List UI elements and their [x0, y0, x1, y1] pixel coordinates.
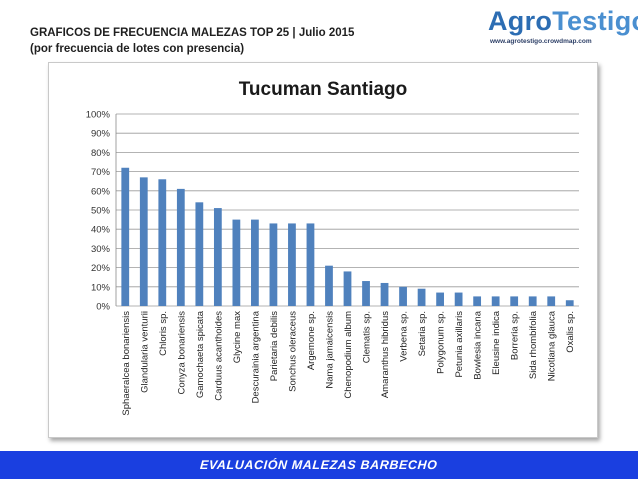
- x-tick-label: Clematis sp.: [362, 311, 373, 363]
- chart-panel: Tucuman Santiago 0% 10% 20% 30% 40% 50% 60% 70% 8…: [48, 62, 598, 438]
- bar: [251, 219, 259, 306]
- page-subtitle: (por frecuencia de lotes con presencia): [30, 43, 245, 55]
- logo-text-testigo: Testigo: [552, 6, 638, 36]
- footer-text: EVALUACIÓN MALEZAS BARBECHO: [199, 458, 439, 472]
- x-tick-label: Nicotiana glauca: [547, 310, 558, 381]
- bar: [436, 292, 444, 306]
- bar-chart: Tucuman Santiago 0% 10% 20% 30% 40% 50% 60% 70% 8…: [86, 79, 579, 416]
- bar: [269, 223, 278, 306]
- logo-text-agro: Agro: [488, 6, 553, 36]
- x-tick-label: Petunia axillaris: [454, 311, 465, 378]
- y-tick-label: 40%: [91, 225, 111, 236]
- y-tick-label: 30%: [91, 244, 111, 255]
- bar: [306, 223, 315, 306]
- x-tick-label: Glycine max: [232, 311, 243, 364]
- x-tick-label: Glandularia venturii: [139, 311, 150, 393]
- x-tick-label: Polygonum sp.: [436, 311, 447, 374]
- x-tick-label: Eleusine indica: [491, 310, 502, 375]
- logo-url: www.agrotestigo.crowdmap.com: [490, 38, 592, 45]
- x-tick-label: Oxalis sp.: [565, 311, 576, 353]
- y-tick-label: 0%: [96, 302, 110, 313]
- y-tick-label: 80%: [91, 148, 111, 159]
- bar: [473, 296, 482, 306]
- bar: [362, 281, 370, 306]
- bar: [565, 300, 574, 306]
- x-tick-label: Verbena sp.: [399, 311, 410, 362]
- x-tick-label: Argemone sp.: [306, 311, 317, 370]
- x-tick-label: Amaranthus hibridus: [380, 311, 391, 398]
- y-tick-label: 50%: [91, 206, 111, 217]
- bar: [121, 167, 130, 306]
- bar: [510, 296, 519, 306]
- bar: [547, 296, 556, 306]
- x-tick-label: Descurainia argentina: [250, 310, 261, 403]
- bar: [176, 188, 185, 306]
- x-tick-label: Nama jamaicensis: [324, 311, 335, 389]
- x-tick-label: Gamochaeta spicata: [195, 310, 206, 398]
- bar: [491, 296, 500, 306]
- bar: [343, 271, 352, 306]
- y-tick-label: 10%: [91, 282, 111, 293]
- y-tick-label: 70%: [91, 167, 111, 178]
- footer-banner: EVALUACIÓN MALEZAS BARBECHO: [0, 451, 638, 479]
- page-title: GRAFICOS DE FRECUENCIA MALEZAS TOP 25 | …: [30, 27, 355, 39]
- x-tick-label: Sphaeralcea bonariensis: [121, 311, 132, 416]
- bar: [213, 208, 222, 306]
- y-tick-label: 60%: [91, 186, 111, 197]
- bar: [325, 265, 333, 306]
- bar: [417, 288, 426, 306]
- y-tick-label: 100%: [86, 110, 111, 121]
- chart-title: Tucuman Santiago: [239, 79, 408, 100]
- x-tick-label: Sida rhombifolia: [528, 310, 539, 379]
- bar: [380, 282, 389, 306]
- x-tick-label: Sonchus oleraceus: [287, 311, 298, 392]
- x-tick-label: Chloris sp.: [158, 311, 169, 356]
- bar: [528, 296, 537, 306]
- bar: [232, 219, 241, 306]
- bar: [158, 179, 167, 306]
- bar: [288, 223, 296, 306]
- x-tick-label: Borreria sp.: [510, 311, 521, 360]
- x-tick-label: Bowlesia incana: [473, 310, 484, 379]
- y-tick-label: 90%: [91, 129, 111, 140]
- y-tick-label: 20%: [91, 263, 111, 274]
- x-tick-label: Chenopodium album: [343, 311, 354, 399]
- bar: [139, 177, 148, 306]
- bar: [399, 286, 407, 306]
- x-tick-label: Conyza bonariensis: [176, 311, 187, 395]
- x-tick-label: Parietaria debilis: [269, 311, 280, 381]
- x-tick-label: Carduus acanthoides: [213, 311, 224, 401]
- agrotestigo-logo: AgroTestigo www.agrotestigo.crowdmap.com: [488, 6, 638, 50]
- x-tick-label: Setaria sp.: [417, 311, 428, 356]
- bar: [195, 202, 204, 306]
- bar: [454, 292, 463, 306]
- logo-wordmark: AgroTestigo: [488, 6, 638, 37]
